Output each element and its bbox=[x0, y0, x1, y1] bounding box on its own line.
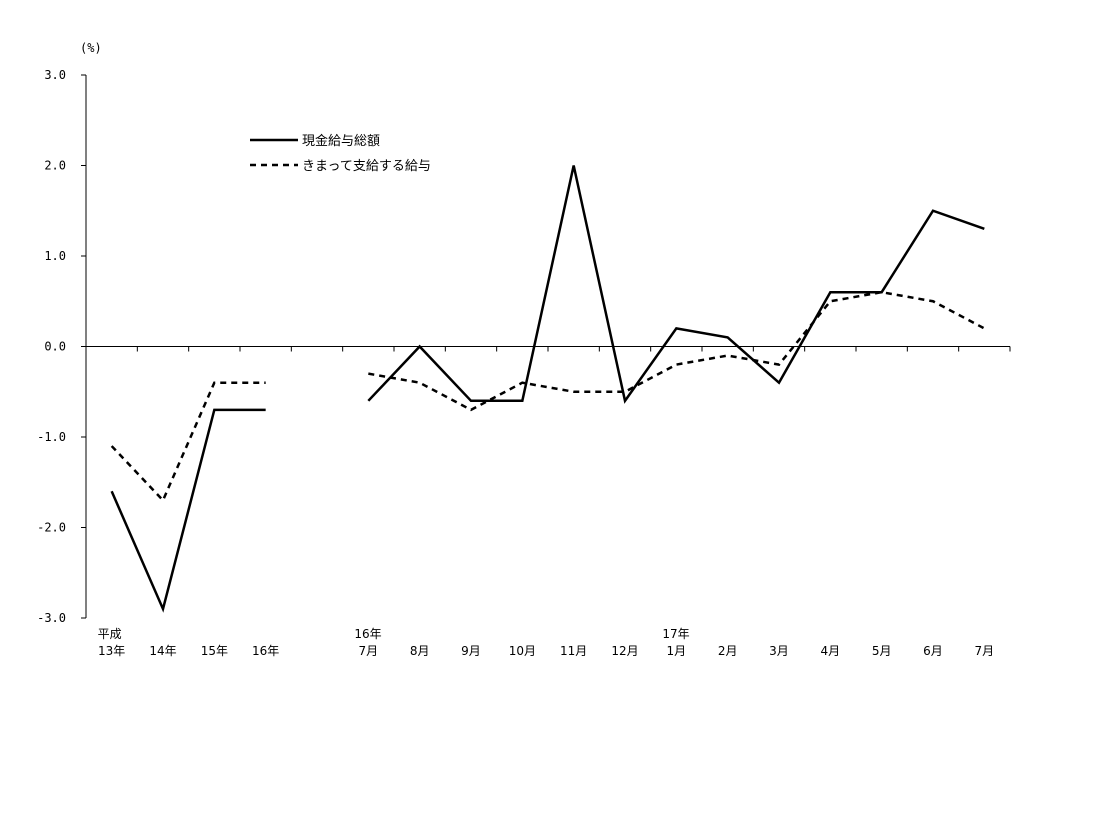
y-tick-label: 3.0 bbox=[44, 68, 66, 82]
x-category-label-top: 17年 bbox=[662, 627, 689, 641]
series-line-2 bbox=[368, 290, 985, 412]
x-category-label: 15年 bbox=[201, 644, 228, 658]
x-category-label: 12月 bbox=[611, 644, 638, 658]
x-category-label: 14年 bbox=[149, 644, 176, 658]
legend-label-series-2: きまって支給する給与 bbox=[302, 159, 431, 174]
x-category-label: 10月 bbox=[509, 644, 536, 658]
x-category-label: 5月 bbox=[872, 644, 892, 658]
series-line-2 bbox=[110, 381, 266, 503]
x-category-label: 4月 bbox=[821, 644, 841, 658]
series-line-1 bbox=[110, 408, 266, 613]
y-tick-label: 2.0 bbox=[44, 159, 66, 173]
legend: 現金給与総額 きまって支給する給与 bbox=[250, 133, 431, 174]
x-category-label: 8月 bbox=[410, 644, 430, 658]
y-tick-labels: 3.0 2.0 1.0 0.0 -1.0 -2.0 -3.0 bbox=[37, 68, 86, 625]
y-axis-unit-label: (%) bbox=[80, 41, 102, 55]
x-category-label: 1月 bbox=[667, 644, 687, 658]
x-category-labels: 平成 13年 14年 15年 16年 16年 7月 8月 9月 10月 11月 12月 17年 1月 2月 3… bbox=[98, 627, 994, 658]
y-tick-label: -2.0 bbox=[37, 521, 66, 535]
x-category-label: 13年 bbox=[98, 644, 125, 658]
x-category-label: 7月 bbox=[975, 644, 995, 658]
x-category-label: 2月 bbox=[718, 644, 738, 658]
x-category-label-top: 16年 bbox=[354, 627, 381, 641]
x-category-label: 6月 bbox=[923, 644, 943, 658]
x-category-label: 7月 bbox=[359, 644, 379, 658]
x-category-label-top: 平成 bbox=[98, 627, 122, 641]
x-category-label: 11月 bbox=[560, 644, 587, 658]
x-category-label: 16年 bbox=[252, 644, 279, 658]
y-tick-label: -1.0 bbox=[37, 430, 66, 444]
x-category-label: 3月 bbox=[769, 644, 789, 658]
series-lines bbox=[110, 165, 985, 613]
axes bbox=[85, 75, 1011, 618]
x-category-label: 9月 bbox=[461, 644, 481, 658]
y-tick-label: 0.0 bbox=[44, 340, 66, 354]
y-tick-label: -3.0 bbox=[37, 611, 66, 625]
y-tick-label: 1.0 bbox=[44, 249, 66, 263]
series-line-1 bbox=[367, 165, 985, 404]
legend-label-series-1: 現金給与総額 bbox=[302, 133, 380, 149]
